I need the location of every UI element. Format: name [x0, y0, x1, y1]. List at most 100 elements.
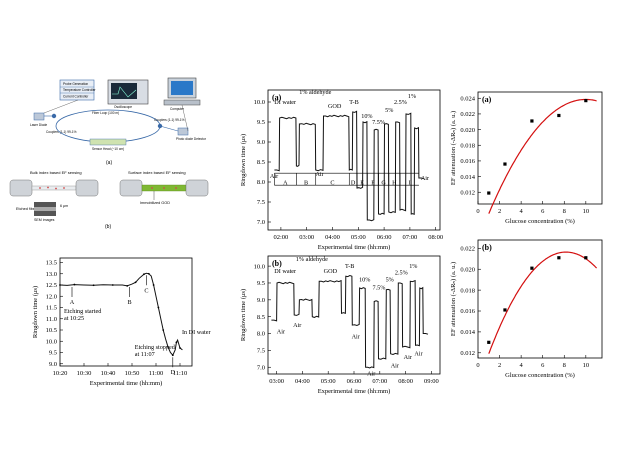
data-point — [179, 347, 181, 349]
trace-annotation: 2.5% — [394, 99, 407, 106]
x-axis-label: Experimental time (hh:mm) — [318, 388, 391, 395]
x-axis-label: Experimental time (hh:mm) — [90, 380, 163, 387]
trace-annotation: Air — [391, 362, 399, 369]
x-tick-label: 6 — [541, 362, 545, 369]
fit-curve — [488, 251, 598, 354]
trace-annotation: GOD — [324, 268, 338, 275]
x-tick-label: 11:10 — [173, 370, 188, 377]
data-point — [162, 329, 165, 331]
y-tick-label: 12.5 — [46, 282, 57, 289]
photodiode-icon: Photo diode Detector — [176, 127, 207, 141]
y-tick-label: 9.0 — [257, 139, 265, 146]
annotation-letter: B — [128, 299, 132, 306]
x-tick-label: 03:00 — [269, 378, 284, 385]
data-point — [143, 273, 145, 276]
computer-icon: Computer — [163, 77, 201, 111]
data-point — [487, 191, 491, 195]
trace-annotation: 1% aldehyde — [296, 256, 328, 263]
x-tick-label: 05:00 — [321, 378, 336, 385]
data-point — [557, 113, 561, 118]
svg-text:Laser Diode: Laser Diode — [30, 123, 47, 127]
data-point — [73, 283, 76, 286]
x-tick-label: 06:00 — [347, 378, 362, 385]
x-tick-label: 2 — [498, 362, 501, 369]
panel-label: (b) — [272, 259, 282, 268]
sem-label: SEM images — [34, 218, 55, 222]
oscilloscope-icon: Oscilloscope — [107, 79, 149, 109]
x-tick-label: 08:00 — [398, 378, 413, 385]
y-tick-label: 7.0 — [257, 219, 265, 226]
y-tick-label: 0.014 — [460, 329, 475, 336]
data-point — [503, 308, 507, 312]
y-tick-label: 0.018 — [460, 287, 475, 294]
x-tick-label: 04:00 — [295, 378, 310, 385]
y-axis-label: Ringdown time (μs) — [240, 134, 247, 186]
data-point — [584, 256, 588, 260]
annotation-letter: A — [70, 299, 75, 306]
x-tick-label: 02:00 — [273, 234, 288, 241]
y-tick-label: 10.0 — [46, 338, 57, 345]
y-tick-label: 0.012 — [460, 350, 475, 357]
y-tick-label: 0.022 — [460, 246, 475, 253]
y-tick-label: 9.5 — [257, 280, 265, 287]
x-tick-label: 09:00 — [424, 378, 439, 385]
y-tick-label: 8.5 — [257, 314, 265, 321]
y-axis-label: EF attenuation (-ΔRₙ) (a. u.) — [450, 111, 457, 185]
trace-annotation: Air — [414, 350, 422, 357]
x-tick-label: 08:00 — [428, 234, 443, 241]
surface-title: Surface index based EF sensing — [128, 170, 186, 175]
y-tick-label: 0.020 — [460, 127, 475, 134]
x-tick-label: 8 — [563, 208, 566, 215]
x-tick-label: 07:00 — [372, 378, 387, 385]
x-tick-label: 10:30 — [77, 370, 92, 377]
annotation-letter: D — [171, 369, 176, 376]
panel-label: (a) — [272, 93, 282, 102]
surface-fiber-head — [119, 179, 209, 197]
y-tick-label: 10.5 — [46, 327, 57, 334]
data-point — [584, 99, 588, 103]
region-label: D — [351, 180, 356, 187]
data-point — [111, 284, 114, 286]
trace-annotation: DI water — [274, 99, 296, 106]
x-tick-label: 10:20 — [53, 370, 68, 377]
x-tick-label: 0 — [476, 362, 479, 369]
block-current: Current Controller — [63, 95, 89, 99]
y-tick-label: 13.5 — [46, 260, 57, 267]
plot-frame — [267, 89, 441, 231]
x-tick-label: 4 — [520, 362, 524, 369]
signal-block-stack: Probe Generation Temperature Controller … — [59, 79, 97, 101]
x-tick-label: 03:00 — [299, 234, 314, 241]
y-tick-label: 0.016 — [460, 158, 475, 165]
sensing-panel-label: (b) — [105, 224, 111, 230]
y-tick-label: 8.0 — [257, 179, 265, 186]
plot-frame — [59, 257, 193, 367]
x-tick-label: 06:00 — [377, 234, 392, 241]
chart-ringdown_a: 7.0 7.5 8.0 8.5 9.0 9.5 10.0 02:00 03:00 04:00 05:… — [240, 89, 443, 251]
svg-text:Couplers (1-1) 99-1%: Couplers (1-1) 99-1% — [154, 118, 185, 122]
x-tick-label: 05:00 — [351, 234, 366, 241]
y-tick-label: 0.024 — [460, 95, 475, 102]
region-label: B — [304, 180, 308, 187]
annotation-text: Etching stopped at 11:07 — [135, 344, 176, 358]
x-tick-label: 8 — [563, 362, 566, 369]
data-point — [503, 162, 507, 166]
svg-text:Fiber Loop (100 m): Fiber Loop (100 m) — [92, 111, 119, 115]
trace-annotation: DI water — [274, 268, 296, 275]
y-tick-label: 12.0 — [46, 293, 57, 300]
data-point — [126, 285, 129, 287]
data-point — [530, 119, 534, 123]
sem-image — [34, 202, 56, 216]
fit-curve — [488, 98, 597, 214]
trace-annotation: 5% — [386, 276, 394, 283]
y-tick-label: 9.5 — [49, 350, 57, 357]
trace-annotation: 1% — [409, 263, 417, 270]
y-tick-label: 7.0 — [257, 364, 265, 371]
svg-text:Couplers (1-1) 99-1%: Couplers (1-1) 99-1% — [46, 130, 77, 134]
y-tick-label: 7.5 — [257, 348, 265, 355]
x-tick-label: 6 — [541, 208, 545, 215]
data-point — [134, 281, 137, 284]
y-tick-label: 10.0 — [254, 99, 265, 106]
plot-frame — [477, 239, 603, 359]
trace-annotation: 7.5% — [372, 285, 385, 292]
